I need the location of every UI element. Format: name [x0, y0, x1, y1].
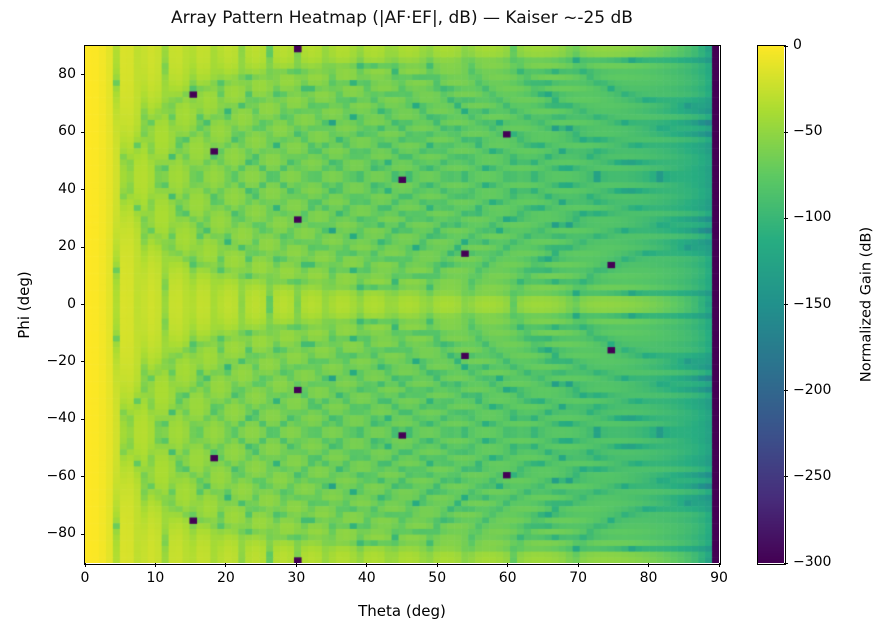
y-tick-mark	[81, 533, 85, 535]
y-tick-label: 0	[67, 295, 76, 312]
x-tick-label: 30	[287, 570, 306, 586]
colorbar-canvas	[758, 46, 784, 563]
heatmap-canvas	[85, 46, 719, 563]
x-axis-label: Theta (deg)	[358, 602, 446, 620]
y-tick-label: 40	[58, 180, 76, 197]
colorbar-label: Normalized Gain (dB)	[858, 226, 875, 383]
colorbar-tick-label: −100	[793, 209, 832, 226]
x-tick-label: 50	[428, 570, 447, 586]
x-tick-mark	[577, 563, 579, 567]
y-tick-mark	[81, 189, 85, 191]
y-axis-ticks: 80 60 40 20 0 −20 −40 −60 −80	[0, 46, 85, 563]
colorbar-tick-label: −150	[793, 295, 832, 312]
y-tick-label: 80	[58, 65, 76, 82]
colorbar-tick-label: −250	[793, 467, 832, 484]
y-tick-mark	[81, 131, 85, 133]
y-tick-label: −80	[46, 525, 76, 542]
x-tick-label: 20	[216, 570, 235, 586]
x-tick-mark	[84, 563, 86, 567]
colorbar-tick-mark	[784, 304, 788, 305]
x-tick-mark	[295, 563, 297, 567]
y-tick-mark	[81, 246, 85, 248]
x-tick-label: 80	[639, 570, 658, 586]
y-tick-label: −40	[46, 410, 76, 427]
y-tick-mark	[81, 304, 85, 305]
y-tick-mark	[81, 418, 85, 420]
x-tick-mark	[507, 563, 509, 567]
x-tick-label: 40	[357, 570, 376, 586]
y-tick-label: −20	[46, 352, 76, 369]
colorbar-tick-mark	[784, 390, 788, 392]
colorbar-ticks: 0 −50 −100 −150 −200 −250 −300	[784, 37, 884, 570]
x-tick-label: 0	[80, 570, 90, 586]
colorbar-tick-mark	[784, 131, 788, 133]
x-tick-label: 90	[710, 570, 728, 586]
colorbar-tick-label: 0	[793, 37, 802, 53]
y-tick-mark	[81, 74, 85, 76]
colorbar-tick-mark	[784, 217, 788, 219]
colorbar-tick-label: −300	[793, 554, 832, 570]
x-tick-mark	[225, 563, 227, 567]
colorbar	[758, 46, 784, 563]
x-tick-label: 60	[498, 570, 517, 586]
y-axis-label: Phi (deg)	[15, 271, 33, 339]
x-tick-mark	[718, 563, 720, 567]
x-tick-mark	[648, 563, 650, 567]
x-axis-ticks: 0 10 20 30 40 50 60 70 80 90	[81, 563, 728, 593]
y-tick-label: 60	[58, 123, 76, 140]
y-tick-label: −60	[46, 467, 76, 484]
colorbar-tick-label: −200	[793, 381, 832, 398]
y-tick-label: 20	[58, 238, 76, 255]
colorbar-tick-label: −50	[793, 123, 823, 140]
colorbar-tick-mark	[784, 562, 788, 564]
x-tick-mark	[154, 563, 156, 567]
x-tick-mark	[436, 563, 438, 567]
y-tick-mark	[81, 476, 85, 478]
chart-title: Array Pattern Heatmap (|AF·EF|, dB) — Ka…	[171, 8, 633, 28]
y-tick-mark	[81, 361, 85, 363]
colorbar-tick-mark	[784, 45, 788, 47]
plot-area	[85, 46, 719, 563]
colorbar-tick-mark	[784, 476, 788, 478]
x-tick-mark	[366, 563, 368, 567]
x-tick-label: 10	[146, 570, 165, 586]
x-tick-label: 70	[569, 570, 588, 586]
